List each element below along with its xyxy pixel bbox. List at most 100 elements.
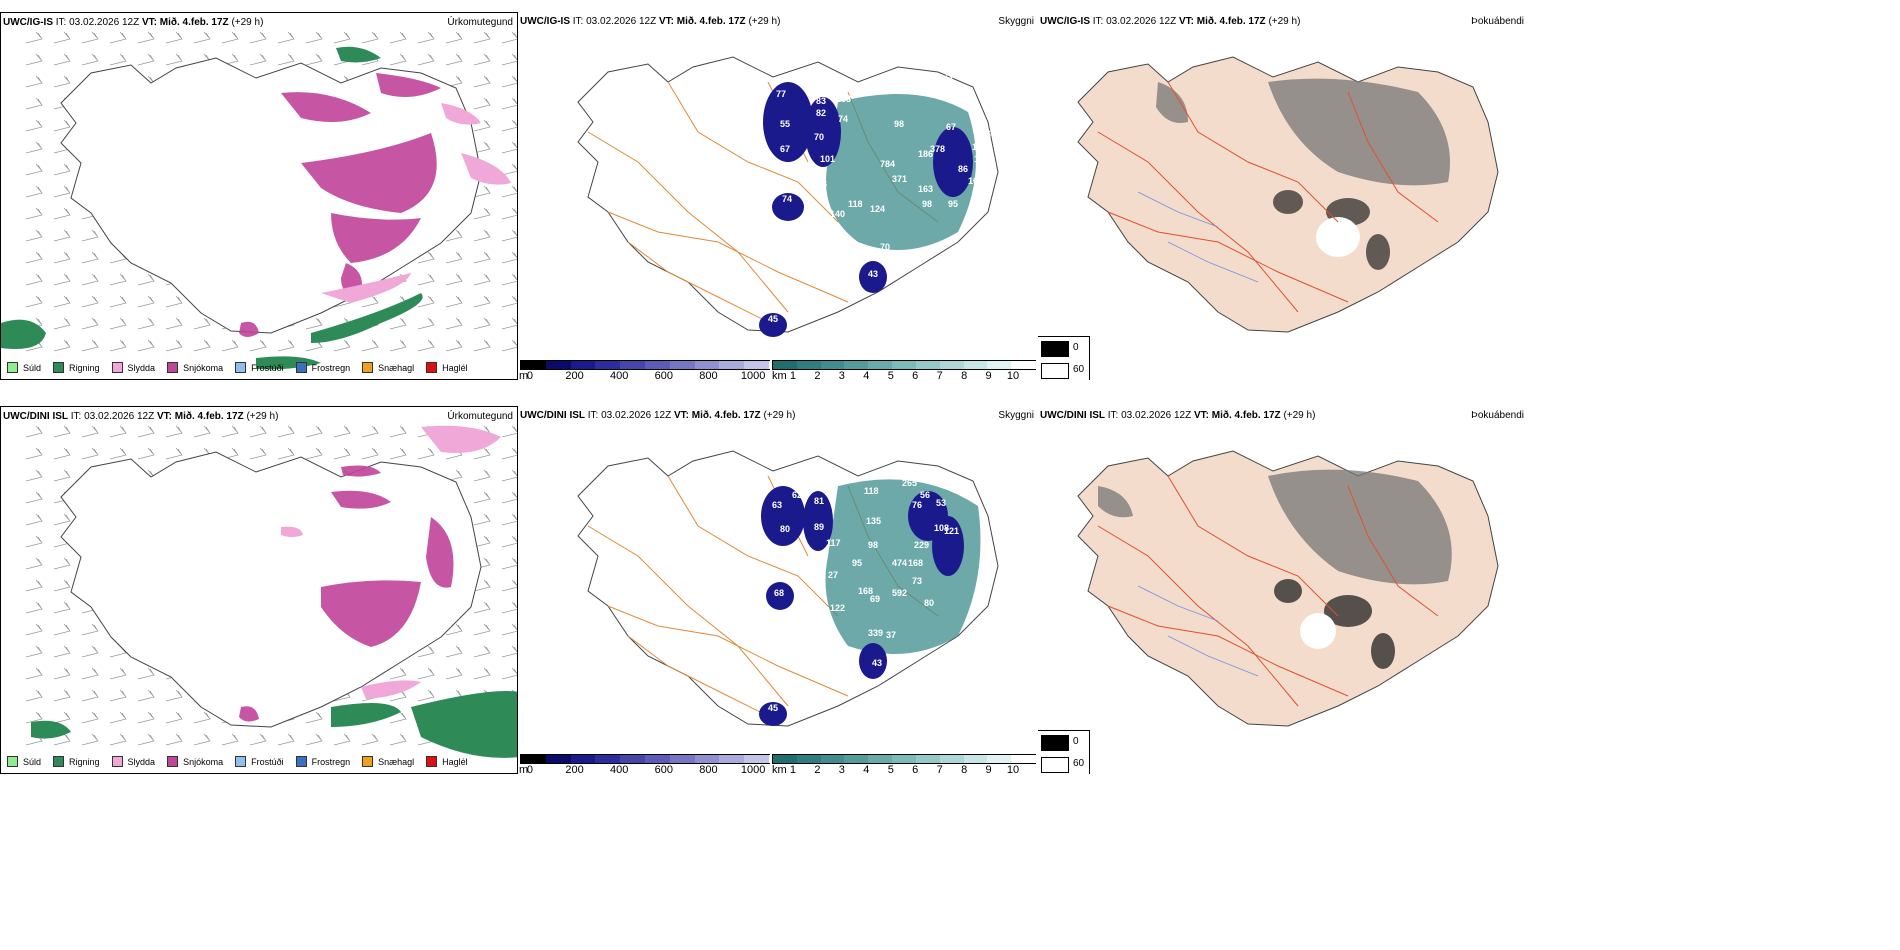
wind-barb (53, 469, 71, 482)
fog-legend-bottom-label: 60 (1073, 758, 1085, 769)
colorbar-tick-label: 600 (654, 764, 674, 774)
wind-barb (53, 53, 71, 66)
wind-barb (445, 317, 463, 330)
wind-barb (417, 295, 435, 308)
colorbar-segment (545, 755, 572, 763)
wind-barb (473, 295, 491, 308)
colorbar-segment (570, 361, 597, 369)
colorbar-tick-label: 0 (526, 764, 533, 774)
colorbar-tick-label: 4 (863, 764, 870, 774)
visibility-value-label: 43 (868, 269, 878, 279)
panel-title: UWC/DINI ISL IT: 03.02.2026 12Z VT: Mið.… (3, 411, 279, 422)
colorbar-tick-label: 200 (565, 764, 584, 774)
wind-barb (361, 447, 379, 460)
wind-barb (361, 339, 379, 352)
colorbar-tick-label: 3 (838, 370, 845, 380)
fog-legend-top-label: 0 (1073, 736, 1079, 747)
wind-barb (221, 425, 239, 438)
wind-barb (501, 579, 517, 592)
wind-barb (109, 31, 127, 44)
wind-barb (501, 557, 517, 570)
wind-barb (193, 711, 211, 724)
wind-barb (25, 273, 43, 286)
wind-barb (501, 53, 517, 66)
colorbar-segment (796, 755, 822, 763)
colorbar-tick-label: 2 (814, 764, 821, 774)
legend-item: Slydda (111, 362, 155, 373)
colorbar-segment (868, 361, 894, 369)
visibility-value-label: 70 (814, 132, 824, 142)
visibility-value-label: 204 (888, 79, 903, 89)
wind-barb (25, 557, 43, 570)
wind-barb (361, 295, 379, 308)
wind-barb (501, 601, 517, 614)
panel-title: UWC/IG-IS IT: 03.02.2026 12Z VT: Mið. 4.… (1040, 16, 1301, 27)
wind-barb (445, 53, 463, 66)
wind-barb (417, 31, 435, 44)
colorbar-tick-label: 200 (565, 370, 584, 380)
wind-barb (249, 425, 267, 438)
precip-map-row1 (1, 31, 517, 370)
colorbar-segment (796, 361, 822, 369)
wind-barb (361, 31, 379, 44)
wind-barb (389, 667, 407, 680)
wind-barb (249, 53, 267, 66)
wind-barb (109, 689, 127, 702)
wind-barb (389, 447, 407, 460)
wind-barb (333, 425, 351, 438)
wind-barb (501, 491, 517, 504)
wind-barb (305, 447, 323, 460)
wind-barb (109, 733, 127, 746)
visibility-value-label: 263 (836, 94, 851, 104)
wind-barb (277, 53, 295, 66)
fog-legend: 0 60 (1038, 336, 1090, 380)
colorbar-segment (915, 361, 941, 369)
wind-barb (361, 733, 379, 746)
visibility-value-label: 89 (814, 522, 824, 532)
legend-swatch (295, 362, 307, 373)
legend-item: Frostúði (235, 362, 284, 373)
visibility-value-label: 135 (866, 516, 881, 526)
wind-barb (501, 623, 517, 636)
visibility-value-label: 45 (768, 703, 778, 713)
visibility-value-label: 27 (828, 570, 838, 580)
wind-barb (53, 229, 71, 242)
wind-barb (501, 31, 517, 44)
wind-barb (53, 75, 71, 88)
wind-barb (501, 141, 517, 154)
wind-barb (417, 667, 435, 680)
wind-barb (445, 645, 463, 658)
wind-barb (25, 623, 43, 636)
wind-barb (81, 53, 99, 66)
panel-product-label: Þokuábendi (1471, 16, 1524, 27)
height-unit: m (519, 370, 529, 380)
legend-swatch (235, 756, 247, 767)
colorbar-tick-label: 7 (936, 764, 943, 774)
colorbar-segment (669, 361, 696, 369)
legend-item: Snæhagl (362, 756, 414, 767)
wind-barb (53, 623, 71, 636)
wind-barb (53, 425, 71, 438)
wind-barb (137, 425, 155, 438)
wind-barb (277, 733, 295, 746)
legend-swatch (295, 756, 307, 767)
wind-barb (25, 667, 43, 680)
visibility-value-label: 378 (930, 144, 945, 154)
wind-barb (417, 447, 435, 460)
wind-barb (165, 711, 183, 724)
visibility-value-label: 474 (892, 558, 907, 568)
visibility-value-label: 68 (774, 588, 784, 598)
wind-barb (81, 667, 99, 680)
colorbar-segment (694, 755, 721, 763)
wind-barb (249, 733, 267, 746)
visibility-value-label: 86 (958, 164, 968, 174)
visibility-value-label: 53 (936, 498, 946, 508)
visibility-value-label: 80 (924, 598, 934, 608)
legend-item: Frostregn (295, 756, 350, 767)
visibility-value-label: 90 (814, 84, 824, 94)
wind-barb (25, 75, 43, 88)
wind-barb (473, 31, 491, 44)
legend-swatch (362, 756, 374, 767)
wind-barb (165, 447, 183, 460)
wind-barb (277, 425, 295, 438)
